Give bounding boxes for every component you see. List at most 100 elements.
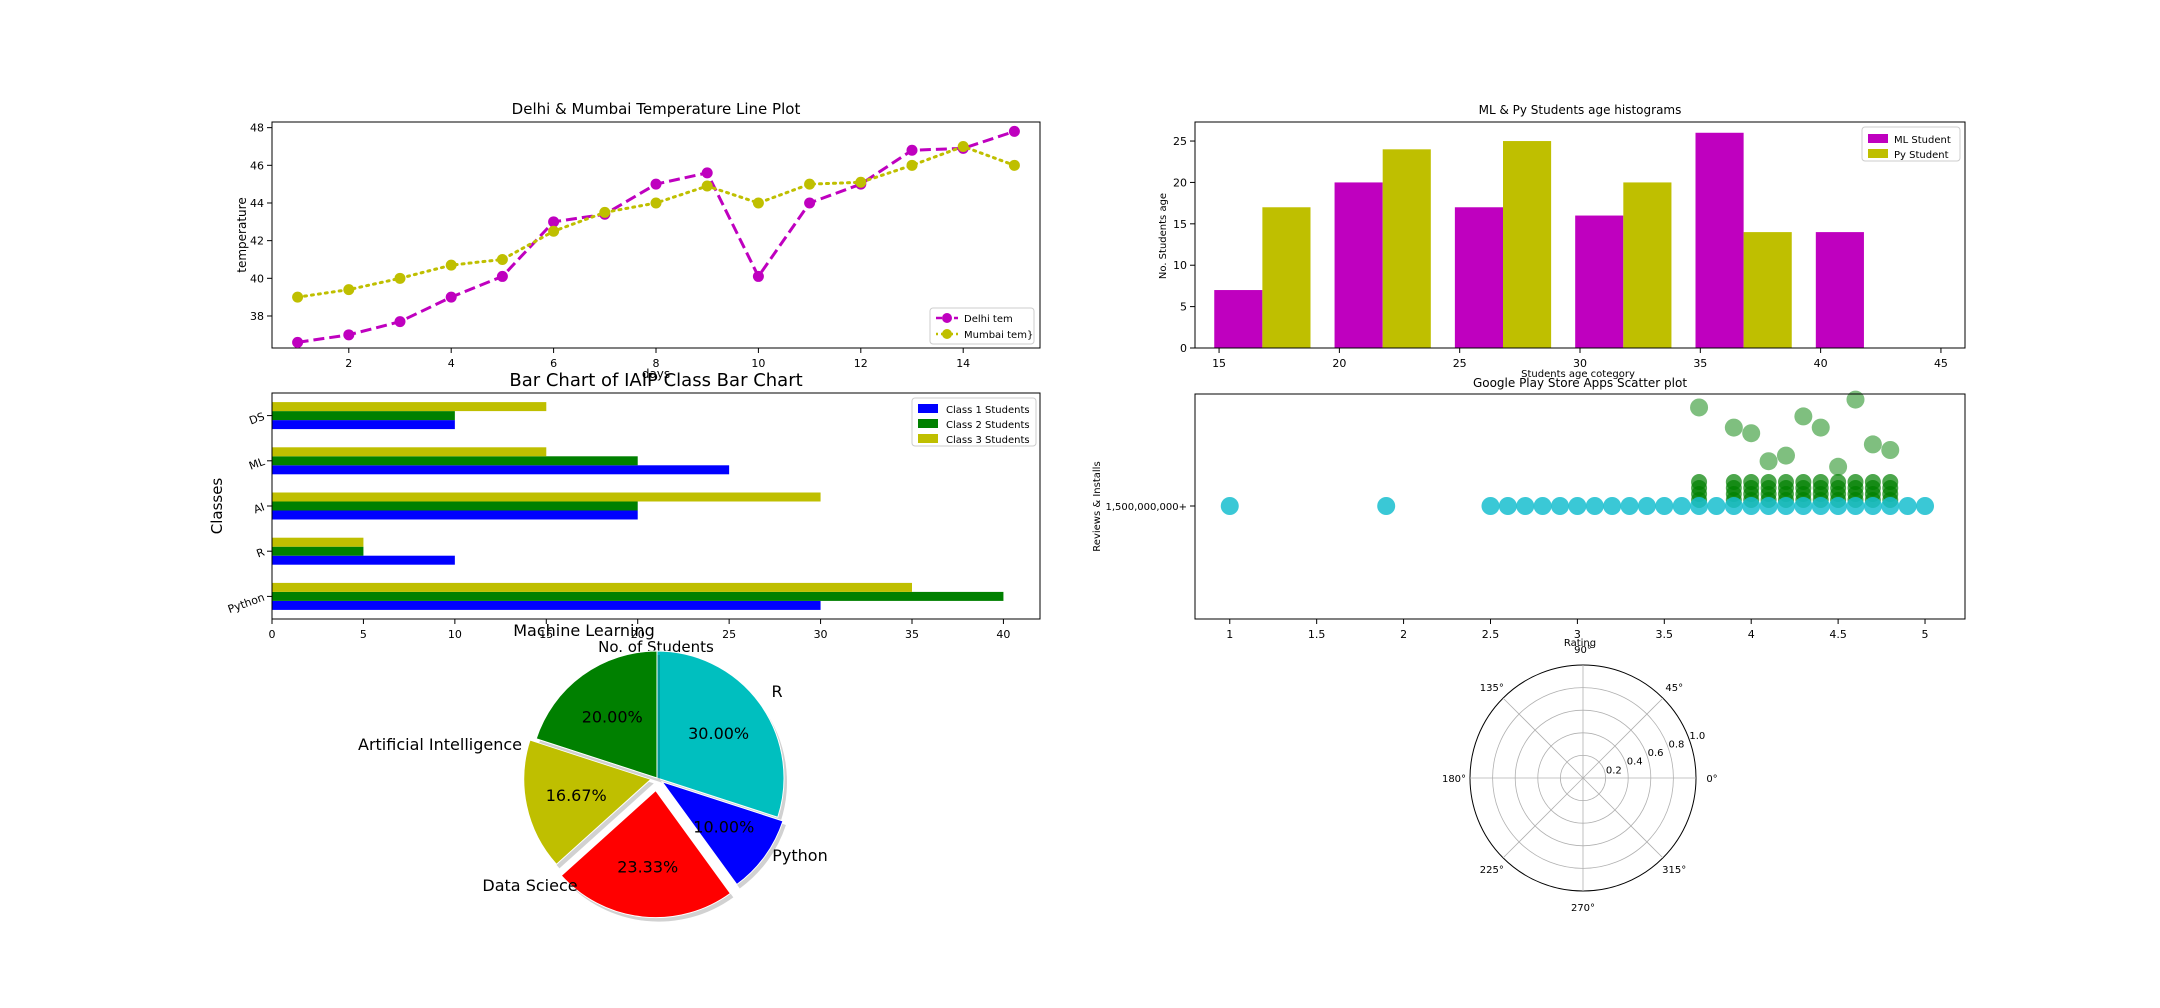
line-x-label: days: [642, 367, 670, 381]
scatter-point-installs: [1916, 497, 1935, 515]
hist-x-label: Students age cotegory: [1521, 369, 1635, 380]
hist-x-tick-label: 20: [1332, 357, 1346, 370]
hist-bar-0: [1575, 215, 1624, 348]
scatter-point-installs: [1881, 497, 1900, 515]
scatter-point-installs: [1585, 497, 1604, 515]
barh-bar-0: [272, 420, 455, 430]
line-y-tick-label: 42: [250, 235, 264, 248]
hist-x-tick-label: 25: [1453, 357, 1467, 370]
barh-legend-label: Class 1 Students: [946, 405, 1030, 416]
line-x-tick-label: 2: [345, 357, 352, 370]
scatter-point-reviews: [1847, 474, 1864, 490]
barh-y-tick-label: ML: [247, 455, 267, 473]
scatter-point-reviews: [1777, 474, 1794, 490]
scatter-point-installs: [1690, 497, 1709, 515]
line-legend-label: Delhi tem: [964, 314, 1013, 325]
scatter-point-reviews: [1846, 390, 1865, 409]
barh-x-tick-label: 0: [269, 628, 276, 641]
barh-bar-2: [272, 582, 912, 592]
barh-x-tick-label: 20: [631, 628, 645, 641]
line-point: [599, 206, 611, 218]
line-point: [1008, 125, 1020, 137]
line-x-tick-label: 4: [448, 357, 455, 370]
hist-legend-label: Py Student: [1894, 150, 1949, 161]
scatter-point-installs: [1672, 497, 1691, 515]
barh-x-tick-label: 35: [905, 628, 919, 641]
line-point: [701, 180, 713, 192]
barh-x-tick-label: 25: [722, 628, 736, 641]
scatter-x-tick-label: 1: [1226, 628, 1233, 641]
hist-y-tick-label: 15: [1173, 218, 1187, 231]
barh-y-tick-label: DS: [247, 410, 266, 428]
hist-x-tick-label: 30: [1573, 357, 1587, 370]
scatter-x-tick-label: 2.5: [1482, 628, 1500, 641]
scatter-point-reviews: [1759, 452, 1778, 471]
line-chart-frame: [271, 121, 1041, 349]
line-point: [906, 159, 918, 171]
barh-chart-title: Bar Chart of IAIP Class Bar Chart: [509, 370, 802, 391]
hist-bar-0: [1695, 132, 1744, 348]
scatter-point-reviews: [1864, 474, 1881, 490]
line-legend-marker: [942, 329, 952, 339]
scatter-x-tick-label: 4: [1748, 628, 1755, 641]
barh-bar-2: [272, 492, 821, 502]
line-point: [445, 259, 457, 271]
barh-y-tick-label: Python: [226, 591, 266, 616]
scatter-point-reviews: [1794, 407, 1813, 426]
line-point: [343, 329, 355, 341]
hist-bar-1: [1503, 141, 1552, 348]
pie-slice-label: Machine Learning: [513, 621, 655, 640]
line-point: [1008, 159, 1020, 171]
line-point: [752, 270, 764, 282]
scatter-point-reviews: [1863, 435, 1882, 454]
polar-radial-label: 0.2: [1606, 765, 1622, 776]
hist-legend-label: ML Student: [1894, 135, 1951, 146]
polar-angle-label: 225°: [1480, 865, 1504, 876]
scatter-x-tick-label: 3: [1574, 628, 1581, 641]
hist-legend-swatch: [1868, 149, 1888, 158]
scatter-point-installs: [1551, 497, 1570, 515]
polar-angle-label: 0°: [1706, 774, 1717, 785]
line-point: [548, 225, 560, 237]
line-point: [292, 336, 304, 348]
barh-bar-1: [272, 501, 638, 511]
barh-bar-0: [272, 600, 821, 610]
barh-bar-0: [272, 555, 455, 565]
scatter-point-installs: [1742, 497, 1761, 515]
scatter-point-reviews: [1881, 441, 1900, 459]
line-y-tick-label: 40: [250, 272, 264, 285]
scatter-point-reviews: [1690, 398, 1709, 417]
scatter-point-installs: [1863, 497, 1882, 515]
scatter-point-installs: [1655, 497, 1674, 515]
line-chart-title: Delhi & Mumbai Temperature Line Plot: [512, 100, 801, 118]
pie-slice-label: Data Sciece: [482, 876, 577, 895]
scatter-point-reviews: [1743, 474, 1760, 490]
line-point: [650, 197, 662, 209]
hist-bar-0: [1214, 290, 1263, 348]
pie-pct-label: 23.33%: [617, 857, 678, 876]
hist-chart: 15 20 25 30 35 40 45 0 5 10 15 20 25 ML & Py Students…: [1158, 103, 1966, 380]
polar-grid-spoke: [1502, 777, 1584, 859]
scatter-x-label: Rating: [1564, 638, 1596, 649]
line-x-tick-label: 6: [550, 357, 557, 370]
scatter-point-installs: [1516, 497, 1535, 515]
scatter-point-installs: [1220, 497, 1239, 515]
hist-bar-0: [1454, 207, 1503, 348]
barh-bar-2: [272, 447, 547, 457]
scatter-point-installs: [1568, 497, 1587, 515]
barh-x-label: No. of Students: [598, 638, 714, 656]
line-x-tick-label: 12: [854, 357, 868, 370]
line-point: [292, 291, 304, 303]
hist-y-tick-label: 0: [1180, 342, 1187, 355]
barh-legend-swatch: [918, 434, 938, 443]
pie-slice: [535, 650, 658, 779]
line-point: [906, 144, 918, 156]
scatter-point-reviews: [1760, 474, 1777, 490]
pie-chart: 30.00% Python 10.00% R 23.33% Machine Learnin…: [358, 621, 828, 922]
barh-x-tick-label: 40: [996, 628, 1010, 641]
scatter-point-reviews: [1812, 474, 1829, 490]
scatter-point-installs: [1794, 497, 1813, 515]
scatter-point-installs: [1759, 497, 1778, 515]
line-point: [752, 197, 764, 209]
